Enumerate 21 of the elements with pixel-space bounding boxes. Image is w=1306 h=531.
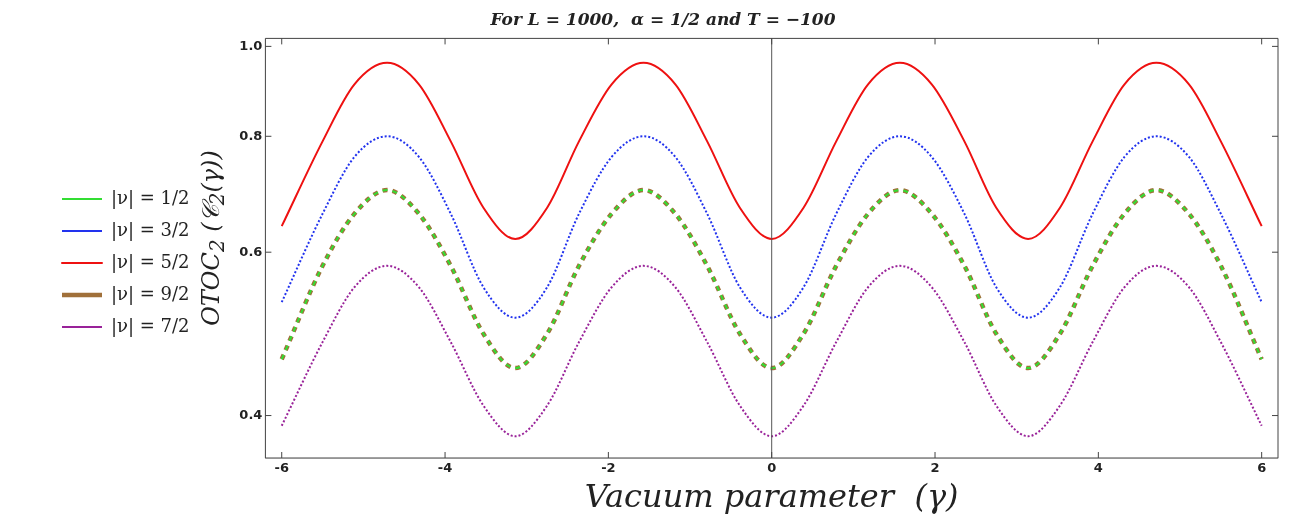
x-tick-label: 0 (767, 460, 777, 476)
x-tick-label: 6 (1257, 460, 1267, 476)
y-tick-label: 0.6 (239, 243, 263, 259)
x-tick-label: -4 (437, 460, 453, 476)
legend-label: |ν| = 1/2 (111, 186, 190, 209)
line-series (280, 264, 1263, 438)
legend-label: |ν| = 9/2 (111, 282, 190, 305)
x-tick-label: -2 (601, 460, 616, 476)
chart-title: For L = 1000, α = 1/2 and T = −100 (489, 8, 836, 29)
line-series (280, 135, 1263, 319)
x-tick-label: -6 (274, 460, 289, 476)
legend-label: |ν| = 7/2 (111, 314, 190, 337)
y-tick-label: 0.4 (239, 406, 263, 422)
y-tick-label: 0.8 (239, 127, 263, 143)
x-axis-title: Vacuum parameter (γ) (584, 477, 959, 516)
x-tick-label: 2 (930, 460, 940, 476)
y-tick-label: 1.0 (239, 37, 263, 53)
legend-label: |ν| = 3/2 (111, 218, 190, 241)
legend-label: |ν| = 5/2 (111, 250, 190, 273)
x-tick-label: 4 (1093, 460, 1103, 476)
line-series (280, 61, 1263, 240)
